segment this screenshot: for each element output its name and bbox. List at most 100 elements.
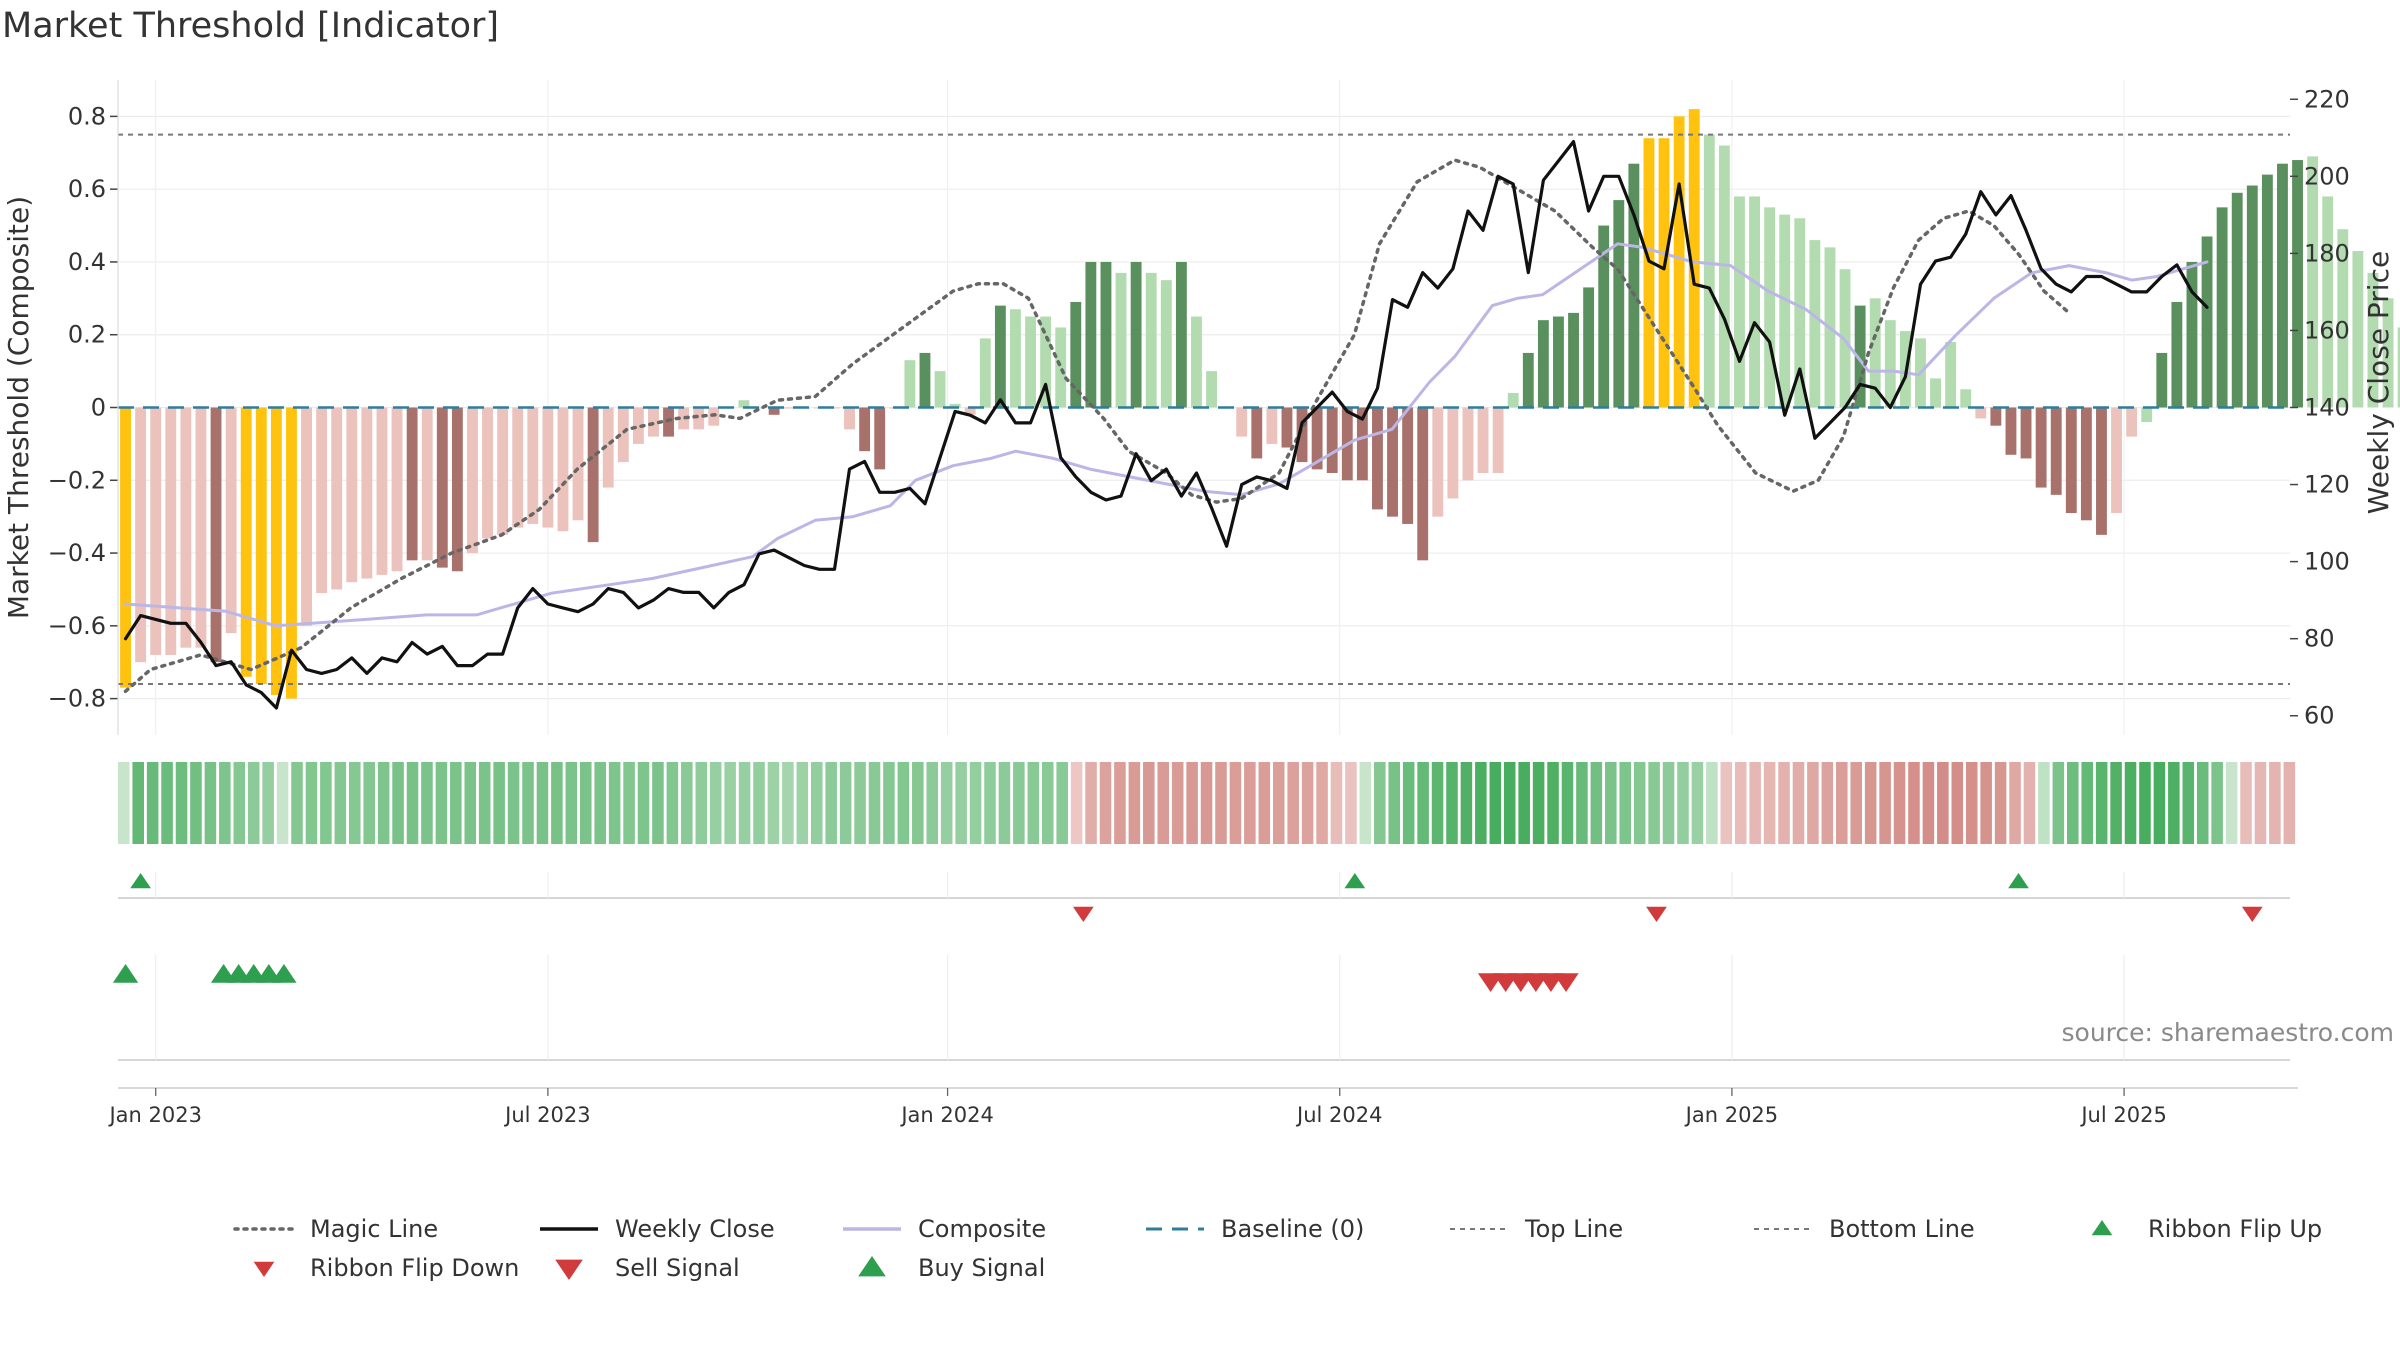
ribbon-cell [291, 762, 303, 844]
composite-bar [964, 407, 976, 415]
composite-bar [2141, 407, 2153, 423]
left-tick-label: −0.4 [48, 539, 106, 567]
ribbon-cell [146, 762, 159, 844]
ribbon-cell [1576, 762, 1588, 844]
composite-bar [1658, 138, 1670, 408]
buy-signal-marker [271, 964, 297, 983]
ribbon-cell [2168, 762, 2180, 844]
legend-label: Weekly Close [615, 1215, 775, 1243]
legend-label: Composite [918, 1215, 1046, 1243]
ribbon-cell [1778, 762, 1790, 844]
composite-bar [1477, 407, 1489, 473]
ribbon-cell [1633, 762, 1646, 844]
composite-bar [1507, 392, 1519, 408]
composite-bar [421, 407, 433, 561]
ribbon-cell [2081, 762, 2093, 844]
ribbon-cell [1648, 762, 1660, 844]
composite-bar [768, 407, 780, 415]
ribbon-cell [984, 762, 996, 844]
ribbon-cell [753, 762, 765, 844]
ribbon-cell [421, 762, 433, 844]
right-tick-label: 220 [2304, 85, 2350, 113]
ribbon-cell [1345, 762, 1357, 844]
composite-bar [482, 407, 493, 539]
ribbon-cell [2038, 762, 2050, 844]
composite-bar [2020, 407, 2032, 459]
composite-bar [1734, 196, 1745, 408]
ribbon-flip-up-marker [1344, 873, 1366, 889]
legend: Magic Line Weekly Close Composite Baseline … [233, 1215, 2322, 1282]
composite-bar [225, 407, 237, 634]
ribbon-cell [955, 762, 967, 844]
composite-bar [1040, 316, 1052, 408]
ribbon-cell [276, 762, 289, 844]
composite-bar [1251, 407, 1263, 459]
right-tick-label: 140 [2304, 394, 2350, 422]
composite-bar [1070, 301, 1082, 408]
composite-bar [2050, 407, 2062, 495]
composite-bar [240, 407, 252, 677]
ribbon-cell [854, 762, 866, 844]
ribbon-cell [175, 762, 188, 844]
composite-bar [693, 407, 705, 430]
ribbon-cell [118, 762, 130, 844]
composite-bar [195, 407, 207, 648]
legend-swatch [555, 1259, 583, 1280]
composite-bar [632, 407, 644, 444]
ribbon-cell [1114, 762, 1126, 844]
ribbon-cell [1864, 762, 1877, 844]
composite-bar [2337, 229, 2349, 408]
ribbon-cell [1013, 762, 1025, 844]
composite-bar [210, 407, 222, 663]
ribbon-cell [406, 762, 419, 844]
composite-bar [361, 407, 373, 579]
ribbon-cell [320, 762, 332, 844]
legend-swatch [858, 1256, 886, 1277]
composite-bars [118, 109, 2400, 699]
ribbon-cell [637, 762, 650, 844]
composite-bar [1115, 272, 1127, 408]
composite-bar [1462, 407, 1474, 481]
ribbon-cell [1677, 762, 1689, 844]
composite-bar [1990, 407, 2002, 426]
composite-bar [1643, 138, 1655, 408]
ribbon-cell [1893, 762, 1906, 844]
ribbon-cell [1359, 762, 1372, 844]
ribbon-cell [1186, 762, 1198, 844]
ribbon-cell [1287, 762, 1299, 844]
composite-bar [2292, 160, 2303, 408]
composite-bar [467, 407, 478, 554]
ribbon-cell [883, 762, 895, 844]
composite-bar [542, 407, 554, 528]
ribbon-strip [118, 762, 2296, 844]
ribbon-cell [1272, 762, 1285, 844]
ribbon-cell [608, 762, 621, 844]
ribbon-cell [969, 762, 982, 844]
ribbon-cell [2095, 762, 2108, 844]
left-tick-label: −0.8 [48, 685, 106, 713]
ribbon-cell [536, 762, 549, 844]
ribbon-cell [825, 762, 837, 844]
ribbon-cell [1099, 762, 1112, 844]
ribbon-cell [695, 762, 708, 844]
ribbon-cell [1200, 762, 1213, 844]
composite-bar [2352, 251, 2364, 408]
composite-bar [1372, 407, 1383, 510]
composite-bar [2307, 156, 2319, 408]
ribbon-cell [1532, 762, 1545, 844]
left-tick-label: 0.6 [68, 175, 106, 203]
ribbon-cell [1605, 762, 1617, 844]
ribbon-cell [522, 762, 534, 844]
left-tick-label: −0.2 [48, 466, 106, 494]
sell-signal-marker [1553, 973, 1579, 992]
ribbon-cell [450, 762, 462, 844]
ribbon-cell [926, 762, 939, 844]
ribbon-cell [2283, 762, 2296, 844]
ribbon-flip-down-marker [1072, 906, 1094, 922]
composite-bar [376, 407, 388, 575]
composite-bar [1945, 342, 1957, 408]
composite-bar [994, 305, 1006, 408]
ribbon-cell [377, 762, 390, 844]
composite-bar [2367, 272, 2379, 408]
composite-bar [301, 407, 312, 626]
